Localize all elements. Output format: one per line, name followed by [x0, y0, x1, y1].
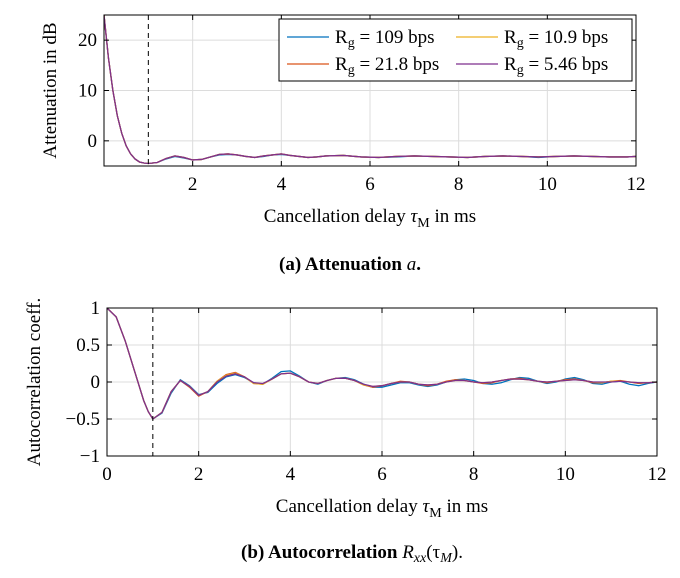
- legend-item: Rg = 10.9 bps: [456, 27, 608, 51]
- legend-label-rest: = 5.46 bps: [524, 54, 609, 75]
- caption-math: R: [401, 542, 414, 563]
- caption-end: .: [416, 254, 421, 275]
- x-axis-label-symbol: τ: [422, 496, 430, 517]
- caption-label: (a) Attenuation: [279, 254, 407, 275]
- x-axis-label-subscript: M: [429, 506, 442, 521]
- caption-math-argument: (τ: [426, 542, 440, 563]
- x-axis-label-text: Cancellation delay: [264, 206, 411, 227]
- legend-label-subscript: g: [348, 36, 355, 51]
- y-tick-label: 20: [78, 30, 97, 51]
- x-axis-label-unit: in ms: [442, 496, 488, 517]
- caption-math-argument-subscript: M: [439, 551, 453, 566]
- x-tick-label: 12: [648, 464, 667, 485]
- y-tick-label: 1: [91, 298, 101, 319]
- legend-label-rest: = 10.9 bps: [524, 27, 609, 48]
- y-axis-label: Attenuation in dB: [40, 22, 61, 158]
- legend-label-main: R: [504, 54, 517, 75]
- figure-caption: (b) Autocorrelation Rxx(τM).: [241, 542, 463, 566]
- chart-autocorrelation: 0 2 4 6 8 10 12 −1 −0.5 0 0.5 1 Cancellation delay τ…: [24, 298, 667, 566]
- legend-label-subscript: g: [517, 63, 524, 78]
- legend-label-subscript: g: [348, 63, 355, 78]
- y-tick-label: −1: [80, 446, 100, 467]
- x-axis-label-subscript: M: [417, 216, 430, 231]
- y-tick-label: 10: [78, 81, 97, 102]
- legend-item: Rg = 5.46 bps: [456, 54, 608, 78]
- legend-label-main: R: [504, 27, 517, 48]
- x-axis-label: Cancellation delay τM in ms: [276, 496, 488, 521]
- x-tick-label: 8: [454, 174, 464, 195]
- legend-label-rest: = 109 bps: [355, 27, 435, 48]
- x-tick-label: 10: [538, 174, 557, 195]
- y-tick-label: −0.5: [66, 409, 100, 430]
- chart-attenuation: 2 4 6 8 10 12 0 10 20 Cancellation delay τM in ms…: [40, 14, 646, 275]
- x-tick-label: 2: [194, 464, 204, 485]
- x-axis-label-text: Cancellation delay: [276, 496, 423, 517]
- legend-label-main: R: [335, 54, 348, 75]
- legend-box: [278, 18, 633, 82]
- legend-label: Rg = 109 bps: [335, 27, 435, 51]
- y-tick-label: 0: [91, 372, 101, 393]
- legend-item: Rg = 109 bps: [287, 27, 435, 51]
- figure-caption: (a) Attenuation a.: [279, 254, 421, 275]
- x-axis-label-unit: in ms: [430, 206, 476, 227]
- series-line: [107, 308, 657, 420]
- x-axis-label: Cancellation delay τM in ms: [264, 206, 476, 231]
- legend-label-rest: = 21.8 bps: [355, 54, 440, 75]
- caption-close: ).: [452, 542, 463, 563]
- x-tick-label: 0: [102, 464, 112, 485]
- series-line: [104, 15, 636, 165]
- caption-math: a: [407, 254, 417, 275]
- series-group: [104, 15, 636, 165]
- x-tick-label: 6: [377, 464, 387, 485]
- caption-label: (b) Autocorrelation: [241, 542, 402, 563]
- x-axis-label-symbol: τ: [410, 206, 418, 227]
- legend-label: Rg = 21.8 bps: [335, 54, 439, 78]
- x-tick-label: 8: [469, 464, 479, 485]
- x-tick-label: 12: [627, 174, 646, 195]
- legend-label: Rg = 10.9 bps: [504, 27, 608, 51]
- x-tick-label: 6: [365, 174, 375, 195]
- x-tick-label: 4: [286, 464, 296, 485]
- x-tick-label: 4: [277, 174, 287, 195]
- x-tick-label: 2: [188, 174, 198, 195]
- series-group: [107, 308, 657, 420]
- legend-label-main: R: [335, 27, 348, 48]
- x-tick-label: 10: [556, 464, 575, 485]
- y-axis-label: Autocorrelation coeff.: [24, 298, 45, 466]
- legend-item: Rg = 21.8 bps: [287, 54, 439, 78]
- legend-label: Rg = 5.46 bps: [504, 54, 608, 78]
- legend-label-subscript: g: [517, 36, 524, 51]
- caption-math-subscript: xx: [413, 551, 427, 566]
- y-tick-label: 0: [88, 131, 98, 152]
- y-tick-label: 0.5: [76, 335, 100, 356]
